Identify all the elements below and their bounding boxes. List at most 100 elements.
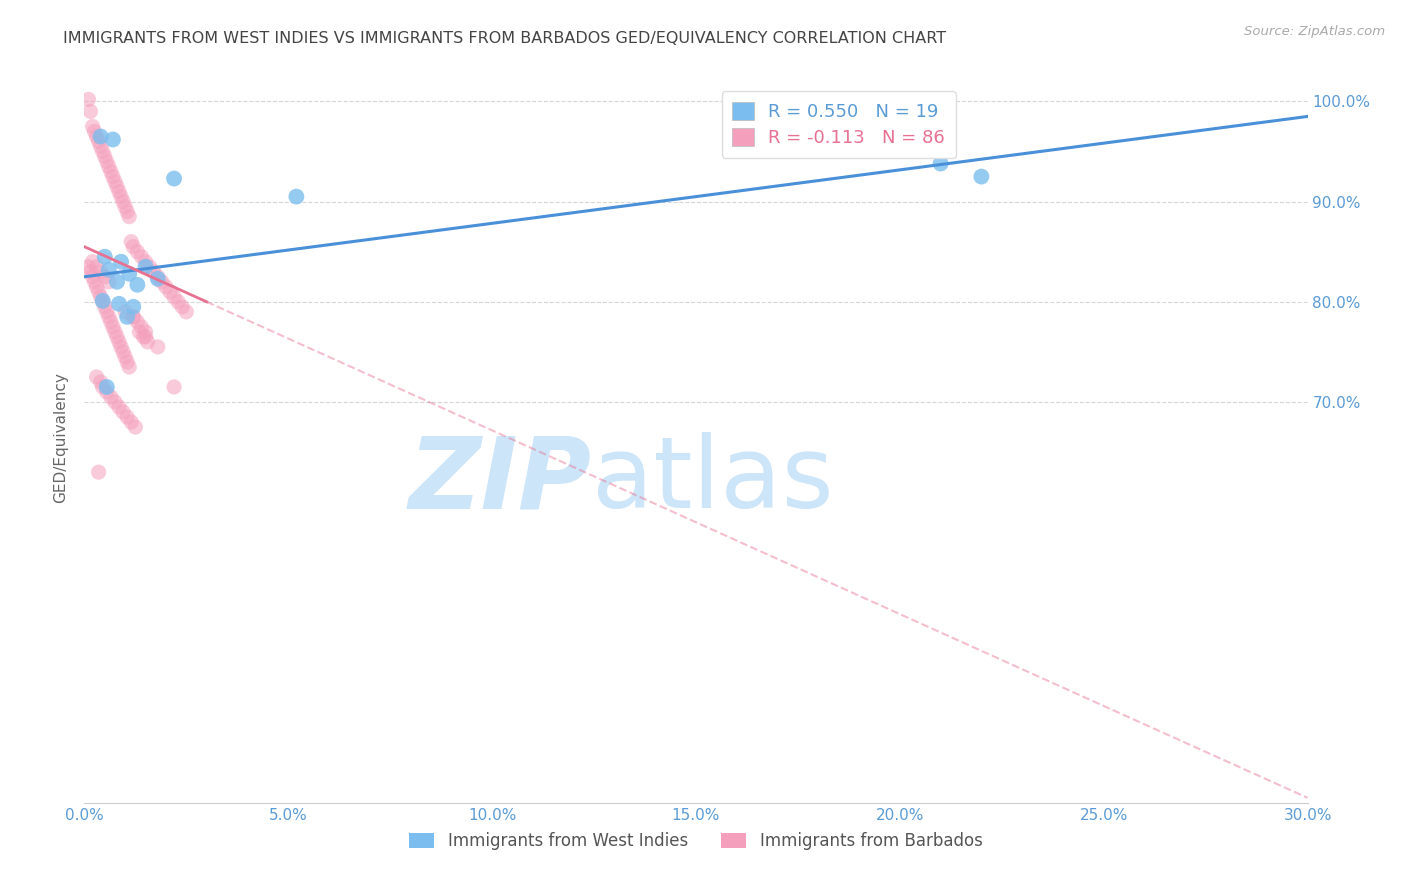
Point [172, 300, 194, 314]
Point [127, 244, 149, 259]
Point [90, 375, 112, 389]
Point [108, 334, 131, 349]
Point [108, 297, 131, 311]
Point [115, 310, 138, 324]
Point [970, 169, 993, 184]
Point [91, 380, 114, 394]
Point [135, 254, 157, 268]
Y-axis label: GED/Equivalency: GED/Equivalency [53, 372, 69, 502]
Point [112, 405, 135, 419]
Point [97, 262, 120, 277]
Point [155, 280, 177, 294]
Point [82, 120, 104, 134]
Point [91, 294, 114, 309]
Point [86, 370, 108, 384]
Point [131, 319, 153, 334]
Point [115, 410, 138, 425]
Point [90, 129, 112, 144]
Point [79, 104, 101, 119]
Point [146, 340, 169, 354]
Point [86, 260, 108, 274]
Point [97, 310, 120, 324]
Point [101, 132, 124, 146]
Point [104, 175, 127, 189]
Point [93, 269, 115, 284]
Point [122, 300, 145, 314]
Point [97, 160, 120, 174]
Point [91, 145, 114, 159]
Point [115, 204, 138, 219]
Point [124, 420, 146, 434]
Point [93, 250, 115, 264]
Point [93, 300, 115, 314]
Point [110, 189, 132, 203]
Point [163, 380, 186, 394]
Point [167, 294, 190, 309]
Point [93, 149, 115, 163]
Point [115, 355, 138, 369]
Point [138, 260, 160, 274]
Point [131, 250, 153, 264]
Point [97, 275, 120, 289]
Point [142, 265, 165, 279]
Point [112, 194, 135, 209]
Point [104, 395, 127, 409]
Point [96, 305, 118, 319]
Point [132, 330, 155, 344]
Point [105, 275, 128, 289]
Text: ZIP: ZIP [409, 433, 592, 530]
Point [135, 260, 157, 274]
Point [150, 275, 173, 289]
Point [127, 315, 149, 329]
Point [122, 310, 145, 324]
Point [118, 359, 141, 374]
Point [127, 277, 149, 292]
Point [90, 139, 112, 153]
Point [174, 305, 197, 319]
Point [146, 272, 169, 286]
Point [114, 200, 136, 214]
Point [108, 400, 131, 414]
Point [120, 415, 142, 429]
Text: atlas: atlas [592, 433, 834, 530]
Point [159, 285, 181, 299]
Point [86, 280, 108, 294]
Point [90, 290, 112, 304]
Point [77, 92, 100, 106]
Point [86, 129, 108, 144]
Point [929, 156, 952, 170]
Point [87, 135, 110, 149]
Point [136, 334, 159, 349]
Point [105, 179, 128, 194]
Text: Source: ZipAtlas.com: Source: ZipAtlas.com [1244, 25, 1385, 38]
Point [77, 260, 100, 274]
Point [110, 340, 132, 354]
Point [110, 254, 132, 268]
Point [96, 384, 118, 399]
Point [82, 254, 104, 268]
Point [104, 325, 127, 339]
Point [83, 124, 105, 138]
Point [146, 269, 169, 284]
Point [118, 210, 141, 224]
Point [105, 330, 128, 344]
Point [101, 319, 124, 334]
Point [96, 380, 118, 394]
Point [285, 189, 308, 203]
Point [112, 345, 135, 359]
Point [101, 169, 124, 184]
Point [90, 265, 112, 279]
Point [128, 325, 150, 339]
Point [91, 293, 114, 308]
Point [79, 265, 101, 279]
Point [118, 267, 141, 281]
Point [87, 285, 110, 299]
Point [100, 164, 122, 178]
Point [100, 315, 122, 329]
Point [82, 269, 104, 284]
Point [114, 305, 136, 319]
Point [163, 171, 186, 186]
Point [83, 275, 105, 289]
Point [163, 290, 186, 304]
Point [100, 390, 122, 404]
